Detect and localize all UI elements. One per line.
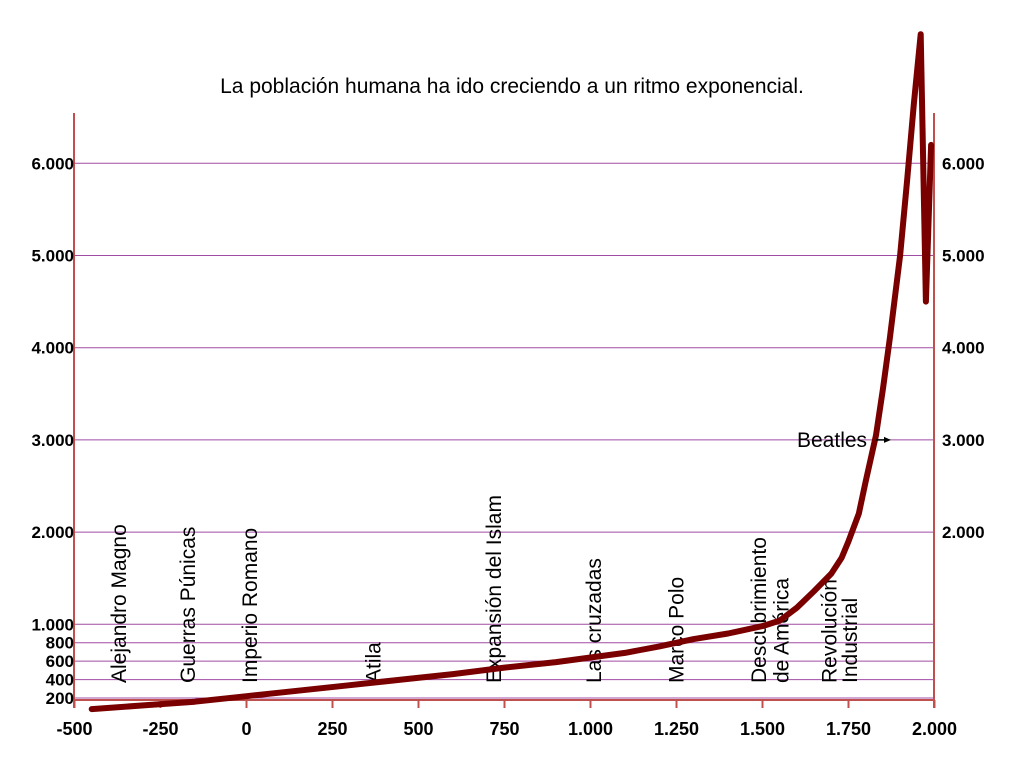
chart-title: La población humana ha ido creciendo a u… bbox=[220, 75, 804, 98]
y-tick-label: 600 bbox=[46, 652, 74, 671]
x-axis-ticks: -500 -250 0 250 500 750 1.000 1.250 1.500 1.750 2.… bbox=[56, 700, 957, 739]
event-label: Marco Polo bbox=[665, 577, 688, 683]
event-label: Guerras Púnicas bbox=[177, 527, 200, 683]
y-tick-label: 1.000 bbox=[31, 615, 74, 634]
y-tick-label: 800 bbox=[46, 634, 74, 653]
x-tick-label: 250 bbox=[317, 719, 347, 739]
x-tick-label: 0 bbox=[241, 719, 251, 739]
y-tick-label-right: 2.000 bbox=[942, 523, 985, 542]
event-label: Imperio Romano bbox=[239, 528, 262, 683]
x-tick-label: 750 bbox=[489, 719, 519, 739]
x-tick-label: 2.000 bbox=[912, 719, 957, 739]
annotation-arrow-head bbox=[884, 436, 891, 443]
event-label: Las cruzadas bbox=[583, 558, 606, 683]
x-tick-label: 1.000 bbox=[568, 719, 613, 739]
y-tick-label: 2.000 bbox=[31, 523, 74, 542]
gridlines bbox=[74, 162, 934, 699]
y-tick-label: 200 bbox=[46, 689, 74, 708]
y-axis-right-ticks: 2.000 3.000 4.000 5.000 6.000 bbox=[942, 154, 985, 542]
y-tick-label: 3.000 bbox=[31, 431, 74, 450]
population-series bbox=[88, 31, 935, 713]
y-tick-label-right: 6.000 bbox=[942, 154, 985, 173]
event-labels: Alejandro Magno Guerras Púnicas Imperio Ro… bbox=[108, 495, 862, 683]
x-tick-label: 1.750 bbox=[826, 719, 871, 739]
event-label: Descubrimiento bbox=[748, 537, 771, 683]
series-line bbox=[88, 31, 935, 713]
y-tick-label-right: 5.000 bbox=[942, 247, 985, 266]
x-tick-label: 500 bbox=[403, 719, 433, 739]
x-tick-label: -500 bbox=[56, 719, 92, 739]
y-tick-label: 6.000 bbox=[31, 154, 74, 173]
y-tick-label: 4.000 bbox=[31, 339, 74, 358]
y-tick-label-right: 4.000 bbox=[942, 339, 985, 358]
event-label: Revolución bbox=[818, 579, 841, 683]
x-tick-label: -250 bbox=[142, 719, 178, 739]
event-label: de América bbox=[770, 578, 793, 683]
event-label: Expansión del Islam bbox=[483, 495, 506, 683]
x-tick-label: 1.250 bbox=[654, 719, 699, 739]
event-label: Alejandro Magno bbox=[108, 524, 131, 683]
beatles-annotation: Beatles bbox=[797, 429, 891, 452]
event-label: Industrial bbox=[839, 598, 862, 683]
x-tick-label: 1.500 bbox=[740, 719, 785, 739]
y-tick-label-right: 3.000 bbox=[942, 431, 985, 450]
y-tick-label: 400 bbox=[46, 671, 74, 690]
annotation-label: Beatles bbox=[797, 429, 867, 452]
y-tick-label: 5.000 bbox=[31, 247, 74, 266]
event-label: Atila bbox=[363, 642, 386, 683]
